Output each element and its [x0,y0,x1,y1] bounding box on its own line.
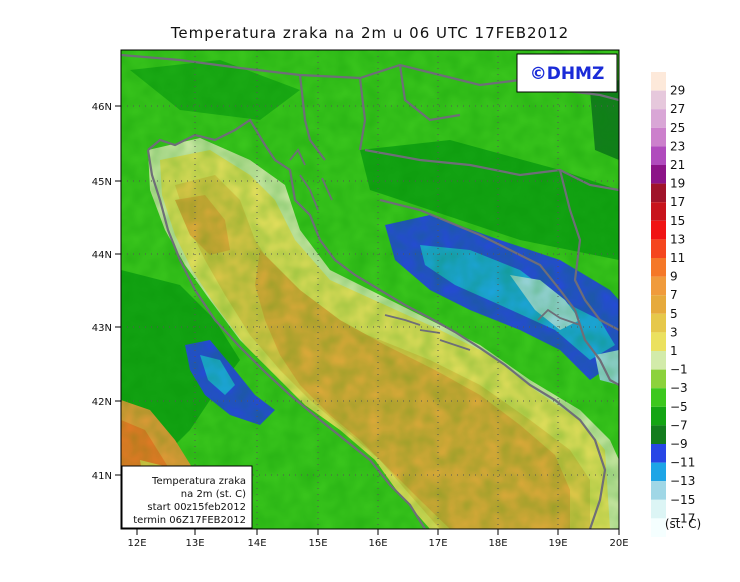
lon-label: 12E [127,538,146,549]
colorbar-label: 13 [670,232,685,246]
colorbar-swatch [651,444,666,463]
graticule [121,50,619,529]
lat-label: 43N [92,323,112,334]
colorbar-label: −3 [670,381,688,395]
lon-label: 13E [185,538,204,549]
info-line-4: termin 06Z17FEB2012 [133,515,246,526]
map-frame [120,49,620,530]
colorbar-label: 23 [670,139,685,153]
lon-label: 18E [488,538,507,549]
lon-label: 15E [308,538,327,549]
colorbar-unit: (st. C) [665,517,701,531]
colorbar-label: 9 [670,270,678,284]
colorbar-swatch [651,220,666,240]
colorbar-swatch [651,481,666,500]
lon-label: 14E [247,538,266,549]
colorbar-swatch [651,276,666,296]
colorbar-label: 25 [670,121,685,135]
lon-label: 17E [428,538,447,549]
lon-label: 19E [548,538,567,549]
colorbar-label: 21 [670,158,685,172]
colorbar-label: −11 [670,456,695,470]
info-box [121,465,253,529]
info-line-2: na 2m (st. C) [181,489,246,500]
colorbar-label: 17 [670,195,685,209]
lat-label: 46N [92,102,112,113]
lon-label: 20E [609,538,628,549]
colorbar-swatch [651,295,666,314]
colorbar-label: 1 [670,344,678,358]
colorbar-swatch [651,351,666,370]
colorbar-label: 7 [670,288,678,302]
colorbar-label: 11 [670,251,685,265]
map-title: Temperatura zraka na 2m u 06 UTC 17FEB20… [170,24,570,42]
colorbar-swatch [651,499,666,519]
colorbar-label: −5 [670,400,688,414]
colorbar-swatch [651,202,666,221]
colorbar-label: 19 [670,177,685,191]
colorbar-label: 29 [670,84,685,98]
lat-label: 41N [92,471,112,482]
colorbar-swatch [651,388,666,407]
colorbar-label: −15 [670,493,695,507]
lat-label: 45N [92,177,112,188]
colorbar-label: −17 [670,511,695,525]
colorbar: 29 27 25 23 21 19 17 15 13 11 9 7 5 3 1 −1 −3 −5 −7 −9 −11 −1… [651,72,695,537]
lat-label: 44N [92,250,112,261]
lon-label: 16E [368,538,387,549]
colorbar-swatch [651,462,666,482]
colorbar-swatch [651,258,666,277]
colorbar-swatch [651,146,666,165]
colorbar-swatch [651,165,666,184]
colorbar-label: −13 [670,474,695,488]
dhmz-logo: ©DHMZ [530,64,605,84]
colorbar-swatch [651,72,666,91]
colorbar-label: 27 [670,102,685,116]
colorbar-swatch [651,313,666,333]
colorbar-label: −9 [670,437,688,451]
info-line-3: start 00z15feb2012 [147,502,246,513]
colorbar-swatch [651,406,666,426]
colorbar-label: 15 [670,214,685,228]
colorbar-label: 3 [670,325,678,339]
colorbar-swatch [651,90,666,110]
lat-label: 42N [92,397,112,408]
colorbar-swatch [651,518,666,537]
colorbar-swatch [651,425,666,444]
colorbar-label: −7 [670,418,688,432]
logo-box [516,53,618,93]
colorbar-label: 5 [670,307,678,321]
colorbar-label: −1 [670,363,688,377]
colorbar-swatch [651,369,666,389]
colorbar-swatch [651,109,666,128]
info-line-1: Temperatura zraka [151,476,246,487]
colorbar-swatch [651,332,666,351]
colorbar-swatch [651,127,666,147]
colorbar-swatch [651,183,666,203]
map-field [121,50,619,529]
colorbar-swatch [651,239,666,258]
